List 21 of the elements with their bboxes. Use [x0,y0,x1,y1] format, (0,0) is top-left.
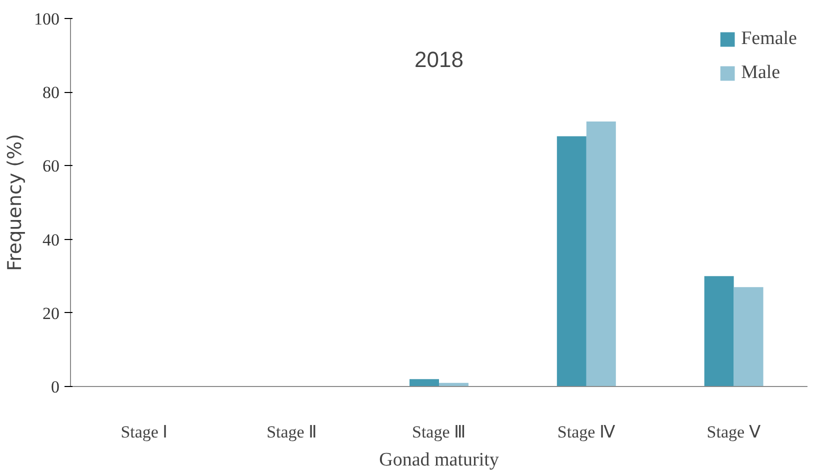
bar [410,379,439,386]
y-tick-label: 0 [51,378,60,396]
x-tick-label: Stage Ⅴ [706,422,761,442]
bar [556,136,586,386]
y-axis-title: Frequency (%) [4,134,26,272]
legend-label: Male [741,62,780,84]
y-tick-label: 100 [34,10,60,28]
x-tick-label: Stage Ⅰ [120,422,168,442]
bar [704,276,734,386]
y-tick-label: 20 [42,304,60,323]
text: 2018 [414,46,464,72]
legend-label: Female [741,28,797,50]
x-tick-label: Stage Ⅲ [412,422,466,442]
y-tick-label: 40 [42,230,60,250]
x-axis-title: Gonad maturity [379,450,500,470]
x-tick-label: Stage Ⅱ [266,422,317,442]
y-tick-label: 80 [42,83,60,102]
bar [586,122,616,386]
y-tick-label: 60 [42,156,60,176]
bar [734,287,764,386]
x-tick-label: Stage Ⅳ [557,422,616,442]
